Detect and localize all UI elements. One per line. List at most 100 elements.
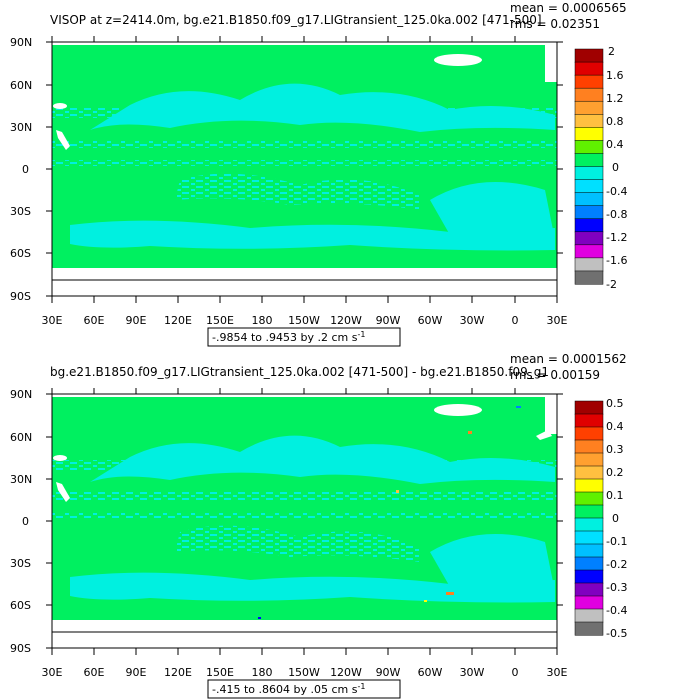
panel-2-range-exp: -1: [357, 682, 365, 691]
panel-1-colorbar-labels: 2 1.6 1.2 0.8 0.4 0 -0.4 -0.8 -1.2 -1.6 …: [606, 45, 627, 291]
panel-1-colorbar: [574, 48, 604, 285]
svg-text:-.415 to .8604 by .05 cm s-1: -.415 to .8604 by .05 cm s-1: [212, 682, 365, 696]
colorbar-swatch: [574, 179, 604, 194]
panel-2-lat-label: 90N: [10, 388, 32, 401]
panel-2-colorbar-label: -0.3: [606, 581, 627, 594]
panel-1-lon-label: 60E: [84, 314, 105, 327]
colorbar-swatch: [574, 439, 604, 454]
panel-2-lon-label: 30E: [42, 666, 63, 679]
colorbar-swatch: [574, 530, 604, 545]
panel-1-lon-label: 120W: [330, 314, 362, 327]
panel-1-mean: mean = 0.0006565: [510, 1, 627, 15]
colorbar-swatch: [574, 608, 604, 623]
colorbar-swatch: [574, 270, 604, 285]
colorbar-swatch: [574, 127, 604, 141]
colorbar-swatch: [574, 426, 604, 441]
panel-2-lat-label: 0: [22, 515, 29, 528]
colorbar-swatch: [574, 595, 604, 610]
panel-2-lat-label: 60S: [10, 599, 31, 612]
panel-1-lon-label: 30E: [547, 314, 568, 327]
panel-2-lon-axis: 30E 60E 90E 120E 150E 180 150W 120W 90W …: [42, 388, 568, 679]
colorbar-swatch: [574, 48, 604, 63]
colorbar-swatch: [574, 517, 604, 532]
panel-1-colorbar-label: 1.6: [606, 69, 624, 82]
panel-1-rms: rms = 0.02351: [510, 17, 600, 31]
colorbar-swatch: [574, 231, 604, 246]
panel-1-lat-label: 60S: [10, 247, 31, 260]
panel-1-map: [51, 41, 558, 281]
panel-1-lon-label: 150W: [288, 314, 320, 327]
panel-1-range-box: -.9854 to .9453 by .2 cm s-1: [207, 327, 401, 347]
svg-text:-.9854 to .9453 by .2 cm s-1: -.9854 to .9453 by .2 cm s-1: [212, 330, 365, 344]
colorbar-swatch: [574, 582, 604, 597]
panel-1-colorbar-label: 1.2: [606, 92, 624, 105]
panel-1-lon-label: 0: [512, 314, 519, 327]
panel-1-colorbar-label: -0.8: [606, 208, 627, 221]
panel-2-lon-label: 30W: [460, 666, 485, 679]
panel-2-lon-label: 90E: [126, 666, 147, 679]
panel-2-colorbar-label: -0.2: [606, 558, 627, 571]
panel-2-rms: rms = 0.00159: [510, 368, 600, 382]
colorbar-swatch: [574, 452, 604, 467]
colorbar-swatch: [574, 87, 604, 102]
colorbar-swatch: [574, 74, 604, 89]
panel-1-lon-label: 90E: [126, 314, 147, 327]
panel-1-colorbar-label: -0.4: [606, 185, 627, 198]
panel-2-lat-label: 60N: [10, 431, 32, 444]
panel-2-mean: mean = 0.0001562: [510, 352, 627, 366]
panel-1-lat-label: 60N: [10, 79, 32, 92]
panel-2-lon-label: 120E: [164, 666, 192, 679]
panel-1-lat-label: 90N: [10, 36, 32, 49]
panel-1-range-exp: -1: [357, 330, 365, 339]
panel-1-colorbar-label: -1.6: [606, 254, 627, 267]
colorbar-swatch: [574, 543, 604, 558]
panel-2-lon-label: 120W: [330, 666, 362, 679]
colorbar-swatch: [574, 491, 604, 506]
panel-1-lat-label: 30N: [10, 121, 32, 134]
panel-1-lon-label: 30W: [460, 314, 485, 327]
panel-1-title: VISOP at z=2414.0m, bg.e21.B1850.f09_g17…: [50, 13, 542, 27]
panel-1-colorbar-label: -1.2: [606, 231, 627, 244]
panel-1-colorbar-label: 2: [608, 45, 615, 58]
panel-1-lat-label: 0: [22, 163, 29, 176]
panel-2-lon-label: 60W: [418, 666, 443, 679]
panel-1-lat-label: 90S: [10, 290, 31, 303]
panel-1-lon-label: 30E: [42, 314, 63, 327]
colorbar-swatch: [574, 244, 604, 259]
panel-2-lat-label: 90S: [10, 642, 31, 655]
panel-1-lon-axis: 30E 60E 90E 120E 150E 180 150W 120W 90W …: [42, 36, 568, 327]
panel-2-colorbar-label: 0.5: [606, 397, 624, 410]
panel-2-lat-axis: 90N 60N 30N 0 30S 60S 90S: [10, 388, 563, 655]
panel-2-lon-label: 90W: [376, 666, 401, 679]
panel-1-lon-label: 180: [252, 314, 273, 327]
panel-2-colorbar-label: 0.1: [606, 489, 624, 502]
panel-2-lon-label: 150E: [206, 666, 234, 679]
panel-2-colorbar-label: 0.3: [606, 443, 624, 456]
colorbar-swatch: [574, 621, 604, 636]
panel-1-colorbar-label: 0.4: [606, 138, 624, 151]
colorbar-swatch: [574, 205, 604, 220]
colorbar-swatch: [574, 61, 604, 76]
colorbar-swatch: [574, 413, 604, 428]
colorbar-swatch: [574, 140, 604, 154]
panel-2-title: bg.e21.B1850.f09_g17.LIGtransient_125.0k…: [50, 365, 549, 379]
panel-2-map: [51, 393, 558, 633]
panel-2-colorbar-labels: 0.5 0.4 0.3 0.2 0.1 0 -0.1 -0.2 -0.3 -0.…: [606, 397, 627, 640]
panel-2-lat-label: 30S: [10, 557, 31, 570]
colorbar-swatch: [574, 100, 604, 115]
panel-1-lon-label: 60W: [418, 314, 443, 327]
colorbar-swatch: [574, 257, 604, 272]
panel-2-range-text: -.415 to .8604 by .05 cm s: [212, 683, 358, 696]
colorbar-swatch: [574, 192, 604, 207]
panel-1-lon-label: 120E: [164, 314, 192, 327]
panel-2-lon-label: 180: [252, 666, 273, 679]
panel-1-lat-label: 30S: [10, 205, 31, 218]
colorbar-swatch: [574, 504, 604, 519]
panel-2-colorbar-label: -0.4: [606, 604, 627, 617]
panel-2: bg.e21.B1850.f09_g17.LIGtransient_125.0k…: [10, 352, 627, 699]
colorbar-swatch: [574, 465, 604, 480]
colorbar-swatch: [574, 153, 604, 168]
panel-1-colorbar-label: -2: [606, 278, 617, 291]
colorbar-swatch: [574, 218, 604, 233]
panel-2-colorbar-label: 0.4: [606, 420, 624, 433]
